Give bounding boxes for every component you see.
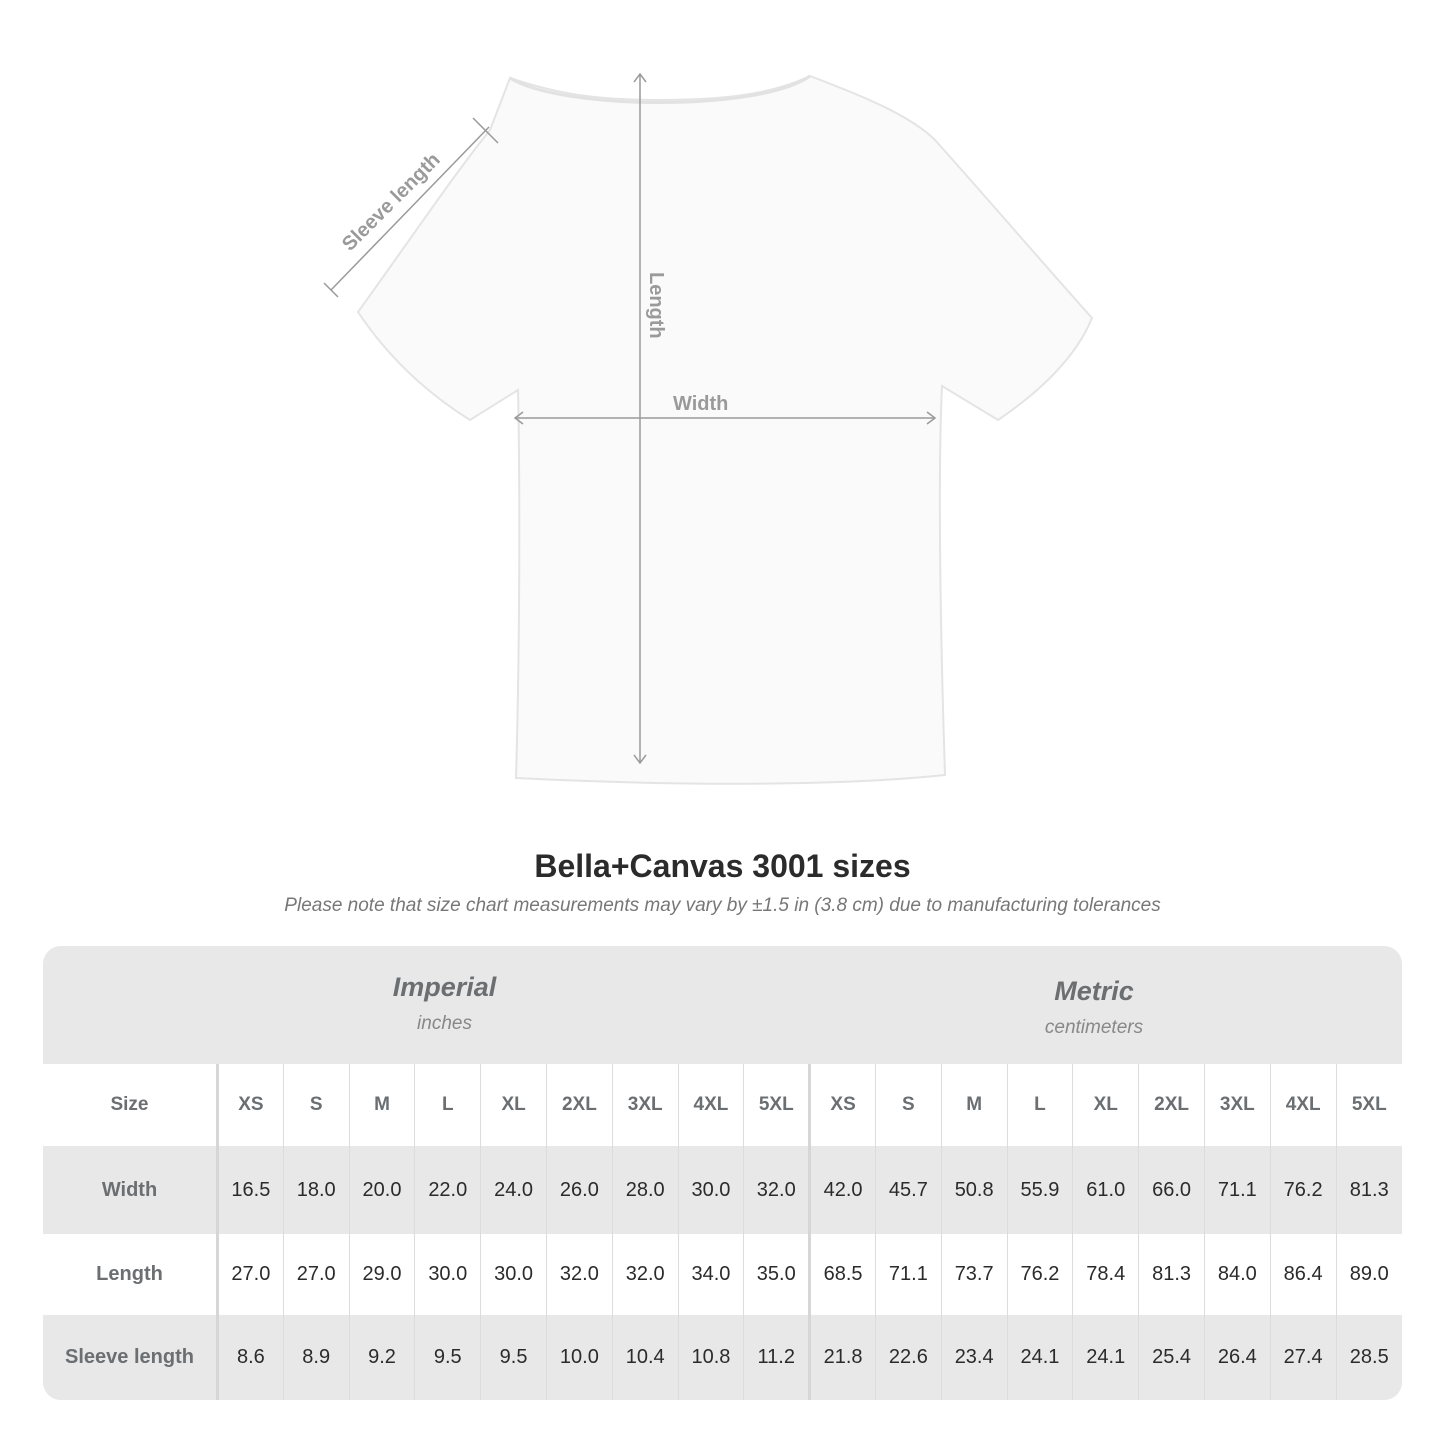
size-header: XL — [480, 1064, 547, 1146]
metric-header: Metric centimeters — [808, 946, 1380, 1064]
table-cell: 9.5 — [414, 1315, 481, 1400]
table-cell: 26.4 — [1203, 1315, 1271, 1400]
tshirt-diagram: Sleeve length Length Width — [323, 72, 1094, 785]
table-header-row: Size XS S M L XL 2XL 3XL 4XL 5XL XS S M L XL 2XL 3XL 4XL 5… — [43, 1064, 1402, 1146]
table-cell: 32.0 — [545, 1234, 613, 1315]
size-header: 3XL — [611, 1064, 679, 1146]
size-header: XS — [217, 1064, 284, 1146]
row-label: Width — [43, 1146, 219, 1234]
size-header: S — [874, 1064, 942, 1146]
table-cell: 81.3 — [1335, 1146, 1402, 1234]
table-cell: 30.0 — [414, 1234, 481, 1315]
table-cell: 28.0 — [611, 1146, 679, 1234]
size-header: L — [414, 1064, 481, 1146]
table-cell: 11.2 — [743, 1315, 810, 1400]
table-cell: 32.0 — [743, 1146, 810, 1234]
row-label: Sleeve length — [43, 1315, 219, 1400]
table-cell: 16.5 — [217, 1146, 284, 1234]
table-cell: 45.7 — [874, 1146, 942, 1234]
table-cell: 10.4 — [611, 1315, 679, 1400]
table-cell: 89.0 — [1335, 1234, 1402, 1315]
table-cell: 9.2 — [348, 1315, 415, 1400]
table-cell: 24.1 — [1072, 1315, 1139, 1400]
size-table: Size XS S M L XL 2XL 3XL 4XL 5XL XS S M L XL 2XL 3XL 4XL 5… — [43, 1064, 1402, 1400]
size-header: L — [1006, 1064, 1073, 1146]
table-cell: 24.0 — [480, 1146, 547, 1234]
size-header: 5XL — [743, 1064, 810, 1146]
table-cell: 26.0 — [545, 1146, 613, 1234]
table-row: Width 16.5 18.0 20.0 22.0 24.0 26.0 28.0 30.0 32.… — [43, 1146, 1402, 1234]
table-cell: 32.0 — [611, 1234, 679, 1315]
table-cell: 27.0 — [282, 1234, 350, 1315]
table-cell: 30.0 — [677, 1146, 744, 1234]
table-cell: 84.0 — [1203, 1234, 1271, 1315]
length-label: Length — [645, 272, 667, 339]
table-cell: 55.9 — [1006, 1146, 1073, 1234]
table-cell: 29.0 — [348, 1234, 415, 1315]
table-cell: 22.0 — [414, 1146, 481, 1234]
size-label: Size — [43, 1064, 219, 1146]
table-cell: 76.2 — [1269, 1146, 1337, 1234]
table-cell: 21.8 — [808, 1315, 876, 1400]
table-cell: 50.8 — [940, 1146, 1008, 1234]
table-cell: 9.5 — [480, 1315, 547, 1400]
table-cell: 24.1 — [1006, 1315, 1073, 1400]
size-header: 4XL — [677, 1064, 744, 1146]
row-label: Length — [43, 1234, 219, 1315]
table-cell: 81.3 — [1138, 1234, 1205, 1315]
size-header: 2XL — [1138, 1064, 1205, 1146]
table-cell: 18.0 — [282, 1146, 350, 1234]
table-cell: 71.1 — [874, 1234, 942, 1315]
table-cell: 66.0 — [1138, 1146, 1205, 1234]
imperial-title: Imperial — [392, 972, 497, 1002]
table-cell: 76.2 — [1006, 1234, 1073, 1315]
table-cell: 71.1 — [1203, 1146, 1271, 1234]
size-header: XS — [808, 1064, 876, 1146]
sleeve-arrow — [330, 126, 490, 291]
size-header: 2XL — [545, 1064, 613, 1146]
table-cell: 10.0 — [545, 1315, 613, 1400]
table-cell: 20.0 — [348, 1146, 415, 1234]
chart-title: Bella+Canvas 3001 sizes — [534, 848, 911, 884]
table-cell: 42.0 — [808, 1146, 876, 1234]
table-cell: 27.0 — [217, 1234, 284, 1315]
size-header: S — [282, 1064, 350, 1146]
table-cell: 27.4 — [1269, 1315, 1337, 1400]
metric-title: Metric — [1054, 976, 1134, 1006]
table-cell: 61.0 — [1072, 1146, 1139, 1234]
table-row: Sleeve length 8.6 8.9 9.2 9.5 9.5 10.0 10.4 10.8… — [43, 1315, 1402, 1400]
chart-subtitle: Please note that size chart measurements… — [284, 895, 1161, 916]
table-cell: 10.8 — [677, 1315, 744, 1400]
size-header: M — [940, 1064, 1008, 1146]
table-cell: 8.6 — [217, 1315, 284, 1400]
table-cell: 25.4 — [1138, 1315, 1205, 1400]
table-cell: 8.9 — [282, 1315, 350, 1400]
table-cell: 78.4 — [1072, 1234, 1139, 1315]
table-cell: 22.6 — [874, 1315, 942, 1400]
tshirt-shape — [356, 74, 1094, 785]
size-header: M — [348, 1064, 415, 1146]
size-header: 3XL — [1203, 1064, 1271, 1146]
table-cell: 23.4 — [940, 1315, 1008, 1400]
size-header: 4XL — [1269, 1064, 1337, 1146]
imperial-unit: inches — [417, 1013, 472, 1034]
tshirt-collar — [509, 74, 811, 104]
table-row: Length 27.0 27.0 29.0 30.0 30.0 32.0 32.0 34.0 35… — [43, 1234, 1402, 1315]
table-cell: 86.4 — [1269, 1234, 1337, 1315]
table-cell: 34.0 — [677, 1234, 744, 1315]
table-cell: 35.0 — [743, 1234, 810, 1315]
table-cell: 68.5 — [808, 1234, 876, 1315]
table-cell: 30.0 — [480, 1234, 547, 1315]
size-header: 5XL — [1335, 1064, 1402, 1146]
width-label: Width — [673, 393, 728, 415]
metric-unit: centimeters — [1044, 1017, 1144, 1038]
size-header: XL — [1072, 1064, 1139, 1146]
imperial-header: Imperial inches — [216, 946, 673, 1064]
table-cell: 73.7 — [940, 1234, 1008, 1315]
size-chart: Imperial inches Metric centimeters Size X… — [43, 946, 1402, 1400]
table-cell: 28.5 — [1335, 1315, 1402, 1400]
